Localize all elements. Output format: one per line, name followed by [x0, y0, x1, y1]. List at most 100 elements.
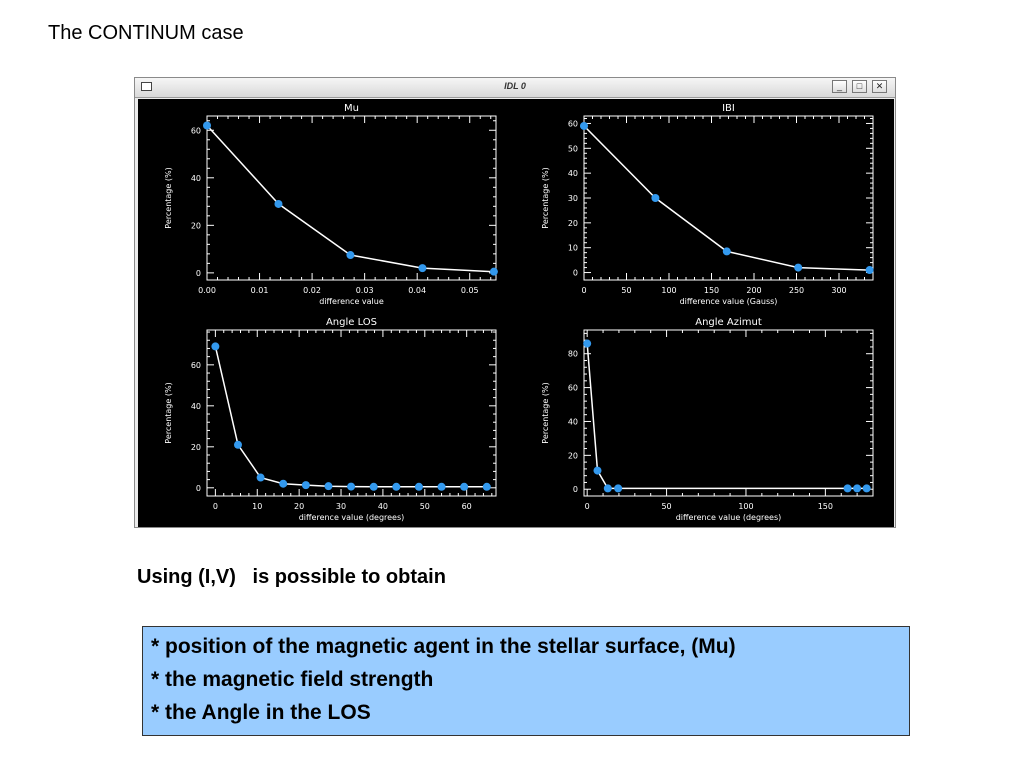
ibi-xtick-label: 100 — [661, 286, 676, 295]
angle-azimut-data-point — [603, 484, 612, 493]
window-title: IDL 0 — [504, 81, 526, 91]
mu-ytick-label: 40 — [191, 174, 201, 183]
ibi-xlabel: difference value (Gauss) — [680, 297, 778, 306]
subtitle: Using (I,V) is possible to obtain — [137, 566, 446, 588]
ibi-title: IBI — [722, 103, 735, 114]
mu-xtick-label: 0.00 — [198, 286, 216, 295]
mu-xtick-label: 0.01 — [251, 286, 269, 295]
mu-ytick-label: 60 — [191, 126, 201, 135]
angle-azimut-data-point — [853, 484, 862, 493]
ibi-ytick-label: 60 — [568, 119, 578, 128]
chart-ibi: IBI 0 50 100 150 200 250 300 0 10 20 30 40 50 60 differ… — [541, 103, 874, 306]
charts-canvas: Mu 0.00 0.01 0.02 0.03 0.04 0.05 0 20 40 60 differe… — [164, 103, 874, 522]
mu-xtick-label: 0.05 — [461, 286, 479, 295]
angle-azimut-data-point — [614, 484, 623, 493]
angle-los-ytick-label: 0 — [196, 484, 201, 493]
ibi-data-point — [580, 121, 588, 130]
mu-data-point — [203, 121, 211, 130]
angle-los-title: Angle LOS — [326, 317, 377, 328]
ibi-xtick-label: 150 — [704, 286, 719, 295]
angle-los-data-point — [233, 440, 242, 449]
angle-azimut-data-point — [862, 484, 871, 493]
ibi-ytick-label: 30 — [568, 194, 578, 203]
angle-azimut-ylabel: Percentage (%) — [541, 382, 550, 443]
mu-ytick-label: 0 — [196, 269, 201, 278]
bullet-angle-los: * the Angle in the LOS — [151, 701, 371, 724]
angle-azimut-data-point — [593, 466, 602, 475]
chart-mu: Mu 0.00 0.01 0.02 0.03 0.04 0.05 0 20 40 60 differe… — [164, 103, 498, 306]
angle-azimut-title: Angle Azimut — [695, 317, 762, 328]
angle-azimut-xtick-label: 0 — [585, 502, 590, 511]
ibi-data-point — [794, 263, 803, 272]
mu-xtick-label: 0.04 — [408, 286, 426, 295]
angle-los-data-point — [369, 482, 378, 491]
info-box: * position of the magnetic agent in the … — [142, 626, 910, 736]
ibi-xtick-label: 250 — [789, 286, 804, 295]
ibi-frame — [583, 115, 874, 281]
bullet-mu: * position of the magnetic agent in the … — [151, 635, 736, 658]
angle-los-xtick-label: 20 — [294, 502, 304, 511]
angle-los-xtick-label: 60 — [462, 502, 472, 511]
angle-azimut-ytick-label: 40 — [568, 417, 578, 426]
ibi-data-point — [865, 266, 874, 275]
mu-ylabel: Percentage (%) — [164, 167, 173, 228]
ibi-data-point — [722, 247, 731, 256]
angle-los-data-point — [482, 482, 491, 491]
ibi-xtick-label: 50 — [621, 286, 631, 295]
close-button[interactable]: ✕ — [872, 80, 887, 93]
mu-xtick-label: 0.02 — [303, 286, 321, 295]
mu-data-point — [346, 251, 355, 260]
angle-azimut-xtick-label: 150 — [818, 502, 833, 511]
angle-azimut-xlabel: difference value (degrees) — [676, 513, 782, 522]
idl-window: IDL 0 _ □ ✕ Mu 0.00 0.01 0.02 0.03 0.04 0.05 0 2… — [134, 77, 896, 528]
ibi-ytick-label: 0 — [573, 269, 578, 278]
mu-series-line — [206, 124, 494, 273]
angle-los-ylabel: Percentage (%) — [164, 382, 173, 443]
angle-azimut-data-point — [843, 484, 852, 493]
plot-area: Mu 0.00 0.01 0.02 0.03 0.04 0.05 0 20 40 60 differe… — [138, 99, 894, 527]
angle-los-xtick-label: 10 — [252, 502, 262, 511]
mu-xlabel: difference value — [319, 297, 384, 306]
angle-los-ytick-label: 20 — [191, 443, 201, 452]
angle-azimut-data-point — [583, 339, 592, 348]
angle-los-data-point — [324, 482, 333, 491]
angle-azimut-series-line — [586, 343, 867, 490]
angle-azimut-frame — [583, 329, 874, 497]
ibi-ytick-label: 50 — [568, 144, 578, 153]
angle-azimut-ytick-label: 0 — [573, 485, 578, 494]
mu-data-point — [418, 264, 427, 273]
chart-angle-los: Angle LOS 0 10 20 30 40 50 60 0 20 40 60 difference … — [164, 317, 497, 522]
angle-azimut-ytick-label: 20 — [568, 451, 578, 460]
chart-angle-azimut: Angle Azimut 0 50 100 150 0 20 40 60 80 difference… — [541, 317, 874, 522]
angle-los-ytick-label: 60 — [191, 361, 201, 370]
ibi-xtick-label: 200 — [746, 286, 761, 295]
mu-title: Mu — [344, 103, 359, 114]
angle-azimut-ytick-label: 60 — [568, 384, 578, 393]
minimize-button[interactable]: _ — [832, 80, 847, 93]
angle-los-xtick-label: 50 — [420, 502, 430, 511]
window-menu-icon[interactable] — [141, 82, 152, 91]
angle-los-xtick-label: 40 — [378, 502, 388, 511]
angle-los-data-point — [414, 482, 423, 491]
angle-los-data-point — [301, 481, 310, 490]
ibi-ytick-label: 10 — [568, 244, 578, 253]
mu-data-point — [274, 199, 283, 208]
angle-los-frame — [206, 329, 497, 497]
angle-los-series-line — [214, 346, 487, 488]
bullet-field-strength: * the magnetic field strength — [151, 668, 434, 691]
mu-xtick-label: 0.03 — [356, 286, 374, 295]
ibi-xtick-label: 0 — [581, 286, 586, 295]
angle-los-data-point — [347, 482, 356, 491]
mu-data-point — [489, 267, 498, 276]
slide-title: The CONTINUM case — [48, 22, 244, 44]
angle-azimut-xtick-label: 100 — [738, 502, 753, 511]
angle-los-data-point — [460, 482, 469, 491]
angle-los-ytick-label: 40 — [191, 402, 201, 411]
angle-los-xtick-label: 30 — [336, 502, 346, 511]
angle-azimut-ytick-label: 80 — [568, 350, 578, 359]
angle-azimut-xtick-label: 50 — [661, 502, 671, 511]
ibi-ytick-label: 20 — [568, 219, 578, 228]
maximize-button[interactable]: □ — [852, 80, 867, 93]
angle-los-data-point — [256, 473, 265, 482]
window-titlebar[interactable]: IDL 0 _ □ ✕ — [135, 78, 895, 98]
